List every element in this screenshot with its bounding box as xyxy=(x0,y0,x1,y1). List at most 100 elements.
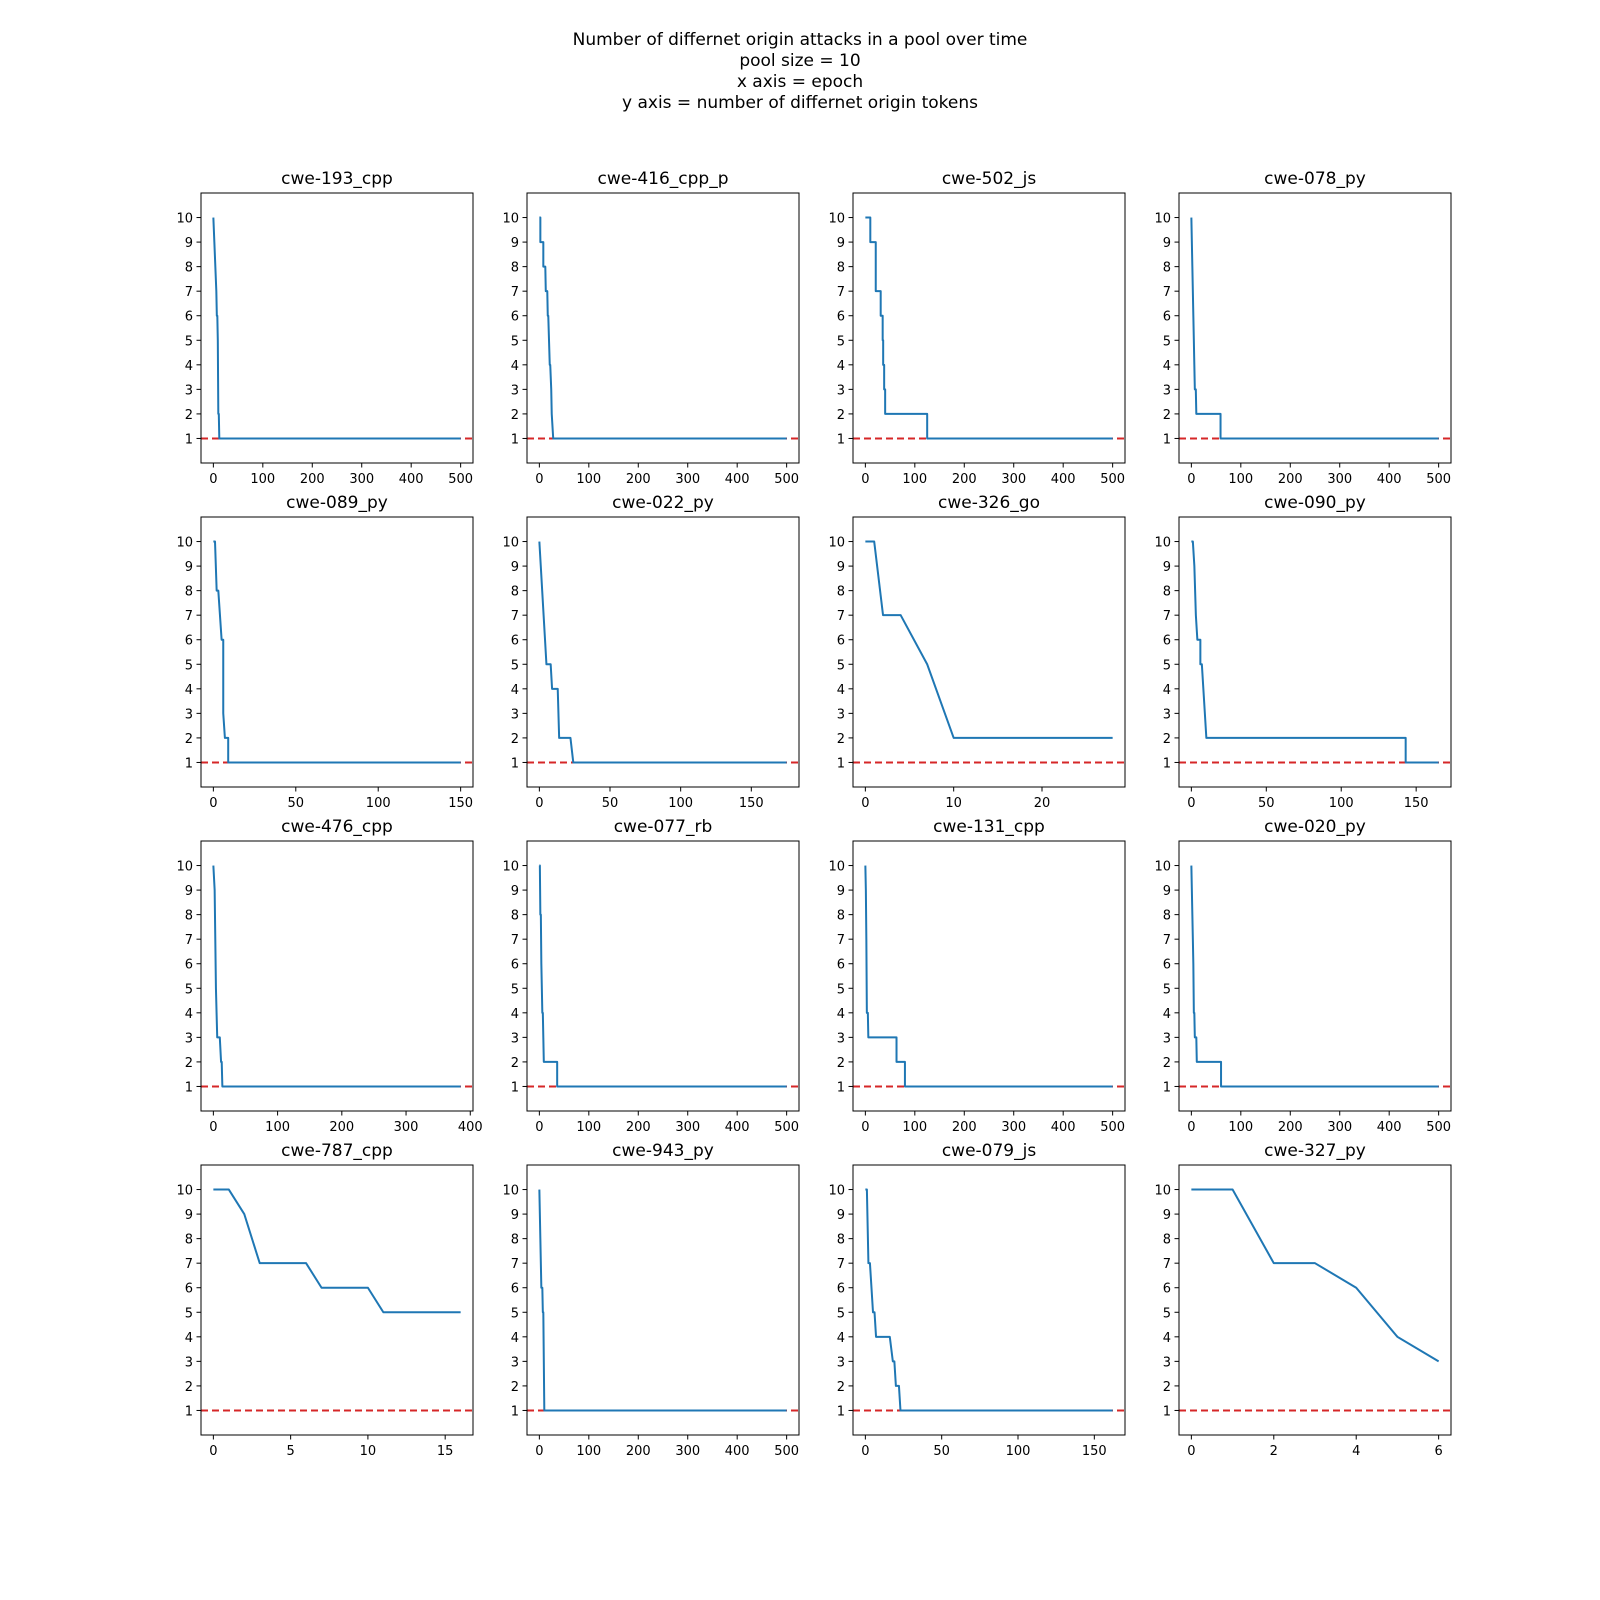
x-tick-label: 4 xyxy=(1352,1444,1360,1459)
y-tick-label: 3 xyxy=(837,1355,845,1370)
y-tick-label: 2 xyxy=(511,732,519,747)
x-tick-label: 400 xyxy=(399,472,424,487)
y-tick-label: 9 xyxy=(837,560,845,575)
y-tick-label: 5 xyxy=(185,1306,193,1321)
y-tick-label: 5 xyxy=(511,658,519,673)
y-tick-label: 1 xyxy=(511,432,519,447)
axes-frame xyxy=(1178,840,1452,1112)
y-tick-label: 5 xyxy=(1163,982,1171,997)
y-tick-label: 5 xyxy=(511,334,519,349)
y-tick-label: 10 xyxy=(502,212,519,227)
series-line xyxy=(212,217,461,440)
y-tick-label: 7 xyxy=(185,933,193,948)
y-tick-label: 10 xyxy=(1154,536,1171,551)
y-tick-label: 5 xyxy=(837,658,845,673)
x-tick-label: 0 xyxy=(1187,472,1195,487)
y-tick-label: 2 xyxy=(185,1380,193,1395)
y-tick-label: 9 xyxy=(837,236,845,251)
series-line xyxy=(865,1188,1113,1412)
y-tick-label: 7 xyxy=(185,1257,193,1272)
y-tick-label: 1 xyxy=(1163,756,1171,771)
y-tick-label: 3 xyxy=(185,383,193,398)
y-tick-label: 5 xyxy=(185,658,193,673)
subplot: cwe-089_py 0 50 100 150 1 2 3 4 5 6 7 8 9 10 xyxy=(176,493,474,811)
y-tick-label: 8 xyxy=(511,261,519,276)
x-tick-label: 100 xyxy=(1329,796,1354,811)
y-tick-label: 2 xyxy=(511,1380,519,1395)
x-tick-label: 0 xyxy=(535,1120,543,1135)
y-tick-label: 4 xyxy=(1163,683,1171,698)
y-tick-label: 9 xyxy=(185,1208,193,1223)
y-tick-label: 8 xyxy=(837,585,845,600)
y-tick-label: 8 xyxy=(511,909,519,924)
x-tick-label: 400 xyxy=(1051,472,1076,487)
y-tick-label: 10 xyxy=(1154,212,1171,227)
series-line xyxy=(1191,540,1439,764)
axes-frame xyxy=(200,192,474,464)
y-tick-label: 8 xyxy=(511,1233,519,1248)
y-tick-label: 7 xyxy=(1163,285,1171,300)
y-tick-label: 6 xyxy=(511,1282,519,1297)
x-tick-label: 300 xyxy=(1327,472,1352,487)
x-tick-label: 200 xyxy=(300,472,325,487)
y-tick-label: 7 xyxy=(1163,609,1171,624)
series-line xyxy=(213,1188,461,1314)
y-tick-label: 8 xyxy=(185,909,193,924)
y-tick-label: 10 xyxy=(176,1184,193,1199)
y-tick-label: 7 xyxy=(837,1257,845,1272)
x-tick-label: 100 xyxy=(576,472,601,487)
y-tick-label: 7 xyxy=(185,609,193,624)
y-tick-label: 10 xyxy=(828,1184,845,1199)
y-tick-label: 8 xyxy=(837,1233,845,1248)
y-tick-label: 2 xyxy=(185,408,193,423)
y-tick-label: 8 xyxy=(837,261,845,276)
x-tick-label: 100 xyxy=(902,472,927,487)
x-tick-label: 100 xyxy=(1006,1444,1031,1459)
y-tick-label: 5 xyxy=(511,982,519,997)
y-tick-label: 9 xyxy=(511,236,519,251)
axes-frame xyxy=(1178,192,1452,464)
y-tick-label: 2 xyxy=(185,1056,193,1071)
subplot: cwe-476_cpp 0 100 200 300 400 1 2 3 4 5 6 7 8 9 10 xyxy=(176,817,482,1135)
y-tick-label: 5 xyxy=(511,1306,519,1321)
y-tick-label: 2 xyxy=(837,1380,845,1395)
x-tick-label: 300 xyxy=(675,472,700,487)
subplot: cwe-193_cpp 0 100 200 300 400 500 1 2 3 4 5 6 7 8 9 10 xyxy=(176,169,474,487)
y-tick-label: 10 xyxy=(1154,860,1171,875)
y-tick-label: 1 xyxy=(185,756,193,771)
y-tick-label: 2 xyxy=(511,408,519,423)
x-tick-label: 0 xyxy=(861,472,869,487)
y-tick-label: 1 xyxy=(837,432,845,447)
y-tick-label: 6 xyxy=(1163,634,1171,649)
x-tick-label: 500 xyxy=(774,472,799,487)
y-tick-label: 9 xyxy=(511,560,519,575)
y-tick-label: 3 xyxy=(1163,1031,1171,1046)
y-tick-label: 4 xyxy=(1163,1007,1171,1022)
y-tick-label: 4 xyxy=(837,1331,845,1346)
x-tick-label: 0 xyxy=(1187,1120,1195,1135)
x-tick-label: 10 xyxy=(360,1444,377,1459)
y-tick-label: 7 xyxy=(837,285,845,300)
x-tick-label: 20 xyxy=(1034,796,1051,811)
y-tick-label: 1 xyxy=(1163,1080,1171,1095)
y-tick-label: 6 xyxy=(511,310,519,325)
figure-suptitle: Number of differnet origin attacks in a … xyxy=(0,30,1600,114)
subplot-title: cwe-078_py xyxy=(1264,169,1366,189)
x-tick-label: 100 xyxy=(265,1120,290,1135)
x-tick-label: 500 xyxy=(448,472,473,487)
y-tick-label: 3 xyxy=(1163,707,1171,722)
x-tick-label: 100 xyxy=(576,1120,601,1135)
subplot: cwe-020_py 0 100 200 300 400 500 1 2 3 4 5 6 7 8 9 10 xyxy=(1154,817,1452,1135)
subplot: cwe-416_cpp_p 0 100 200 300 400 500 1 2 3 4 5 6 7 8 9 10 xyxy=(502,169,800,487)
series-line xyxy=(538,1189,787,1412)
y-tick-label: 10 xyxy=(176,212,193,227)
y-tick-label: 10 xyxy=(828,536,845,551)
y-tick-label: 8 xyxy=(1163,1233,1171,1248)
x-tick-label: 200 xyxy=(329,1120,354,1135)
x-tick-label: 400 xyxy=(1377,472,1402,487)
axes-frame xyxy=(852,192,1126,464)
x-tick-label: 500 xyxy=(1426,472,1451,487)
y-tick-label: 8 xyxy=(511,585,519,600)
x-tick-label: 400 xyxy=(725,472,750,487)
y-tick-label: 1 xyxy=(1163,1404,1171,1419)
